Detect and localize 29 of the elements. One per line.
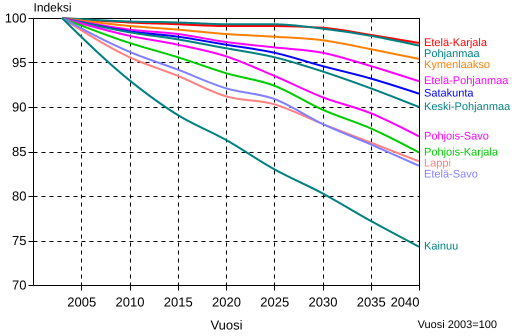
y-tick-label: 90 — [12, 100, 26, 114]
y-axis-title: Indeksi — [34, 0, 72, 14]
series-label: Etelä-Karjala — [424, 36, 488, 49]
x-axis-title: Vuosi — [210, 318, 243, 332]
series-label: Keski-Pohjanmaa — [424, 101, 512, 113]
x-tick-label: 2035 — [356, 294, 386, 310]
y-tick-label: 100 — [4, 10, 26, 26]
x-tick-label: 2025 — [260, 294, 290, 310]
y-tick-label: 80 — [12, 188, 26, 204]
series-label: Lappi — [424, 157, 451, 170]
x-tick-label: 2040 — [390, 294, 420, 310]
y-tick-label: 75 — [12, 233, 26, 248]
series-label: Etelä-Savo — [424, 168, 478, 180]
x-tick-label: 2030 — [308, 294, 338, 310]
series-label: Pohjois-Savo — [424, 130, 489, 142]
y-tick-label: 85 — [12, 144, 26, 159]
x-tick-label: 2010 — [116, 294, 144, 310]
x-tick-label: 2005 — [67, 294, 96, 310]
series-label: Kymenlaakso — [424, 58, 490, 71]
series-label: Satakunta — [424, 88, 474, 100]
y-tick-label: 70 — [12, 278, 26, 292]
x-tick-label: 2015 — [164, 294, 193, 310]
series-label: Pohjois-Karjala — [424, 146, 499, 158]
series-label: Kainuu — [424, 240, 458, 253]
x-tick-label: 2020 — [212, 294, 241, 310]
y-tick-label: 95 — [12, 55, 26, 70]
series-label: Etelä-Pohjanmaa — [424, 75, 510, 88]
series-label: Pohjanmaa — [424, 48, 481, 60]
text: Vuosi 2003=100 — [418, 319, 497, 331]
